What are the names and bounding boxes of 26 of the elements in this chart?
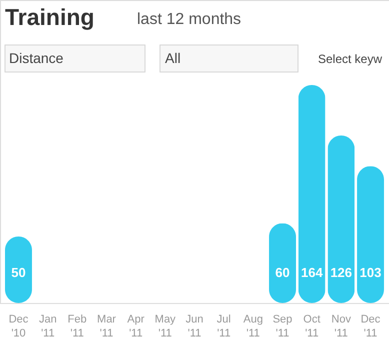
x-tick-label: Apr '11 — [127, 314, 145, 340]
text: Distance — [9, 50, 64, 66]
data-label: 164 — [300, 265, 324, 280]
x-tick-label: Jul '11 — [216, 314, 231, 340]
chart-title: Training — [5, 4, 94, 30]
data-label: 50 — [11, 265, 26, 280]
x-tick-label: Sep '11 — [272, 314, 292, 340]
x-tick-label: Oct '11 — [303, 314, 320, 340]
text: Select keyw — [318, 52, 382, 66]
x-tick-label: Nov '11 — [331, 314, 352, 340]
bar — [298, 85, 326, 303]
x-tick-label: Feb '11 — [68, 314, 87, 340]
bar — [357, 166, 384, 303]
x-tick-label: Mar '11 — [97, 314, 116, 340]
data-label: 60 — [275, 265, 290, 280]
text: All — [165, 50, 181, 66]
x-tick-label: Aug '11 — [243, 314, 263, 340]
x-tick-label: Dec '11 — [360, 314, 381, 340]
x-tick-label: May '11 — [154, 314, 176, 340]
x-tick-label: Jun '11 — [186, 314, 204, 340]
bar — [328, 136, 355, 303]
x-tick-label: Dec '10 — [8, 314, 29, 340]
data-label: 126 — [330, 265, 352, 280]
x-tick-label: Jan '11 — [38, 314, 57, 340]
data-label: 103 — [360, 265, 382, 280]
chart-subtitle: last 12 months — [137, 11, 242, 28]
